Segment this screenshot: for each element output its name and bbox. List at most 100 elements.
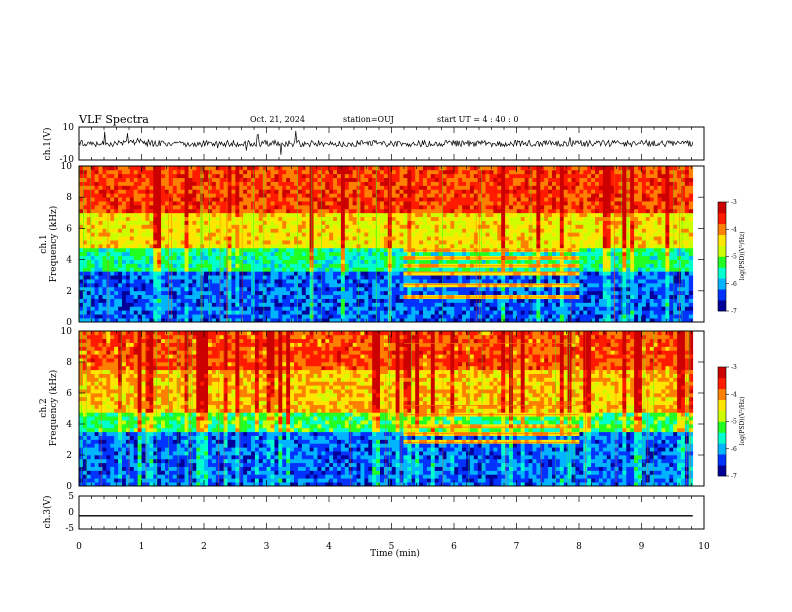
spectrogram-cell — [380, 298, 385, 303]
spectrogram-cell — [477, 173, 482, 179]
spectrogram-cell — [317, 197, 322, 202]
spectrogram-cell — [294, 318, 299, 323]
spectrogram-cell — [520, 244, 525, 249]
spectrogram-cell — [270, 298, 275, 303]
spectrogram-cell — [86, 224, 92, 229]
spectrogram-cell — [340, 205, 346, 210]
spectrogram-cell — [493, 166, 498, 171]
spectrogram-cell — [313, 216, 318, 221]
spectrogram-cell — [301, 283, 307, 288]
spectrogram-cell — [372, 169, 377, 175]
spectrogram-cell — [383, 240, 389, 245]
spectrogram-cell — [391, 244, 396, 249]
spectrogram-cell — [254, 275, 260, 280]
spectrogram-cell — [536, 306, 541, 311]
spectrogram-cell — [458, 220, 463, 225]
spectrogram-cell — [204, 193, 209, 198]
spectrogram-cell — [442, 251, 447, 257]
spectrogram-cell — [454, 205, 459, 210]
spectrogram-cell — [317, 259, 322, 264]
spectrogram-cell — [333, 294, 338, 299]
spectrogram-cell — [118, 283, 123, 288]
spectrogram-cell — [348, 220, 353, 225]
spectrogram-cell — [391, 236, 396, 241]
spectrogram-cell — [305, 240, 310, 245]
spectrogram-cell — [172, 205, 178, 210]
spectrogram-cell — [532, 197, 537, 202]
spectrogram-cell — [290, 255, 295, 260]
spectrogram-cell — [118, 236, 123, 241]
spectrogram-cell — [274, 310, 279, 315]
spectrogram-cell — [407, 298, 412, 303]
spectrogram-cell — [469, 181, 475, 186]
spectrogram-cell — [399, 224, 404, 229]
spectrogram-cell — [493, 212, 498, 218]
spectrogram-cell — [176, 236, 181, 241]
spectrogram-cell — [243, 283, 248, 288]
spectrogram-cell — [364, 236, 369, 241]
spectrogram-cell — [454, 251, 459, 257]
spectrogram-cell — [208, 181, 213, 186]
spectrogram-cell — [266, 290, 271, 296]
spectrogram-cell — [188, 267, 193, 272]
spectrogram-cell — [223, 283, 228, 288]
spectrogram-cell — [188, 208, 193, 214]
spectrogram-cell — [340, 279, 346, 284]
spectrogram-cell — [82, 275, 88, 280]
spectrogram-cell — [180, 244, 185, 249]
spectrogram-cell — [446, 228, 451, 233]
spectrogram-cell — [145, 306, 150, 311]
spectrogram-cell — [352, 271, 357, 276]
spectrogram-cell — [458, 275, 463, 280]
spectrogram-cell — [540, 240, 545, 245]
spectrogram-cell — [208, 169, 213, 175]
spectrogram-cell — [208, 255, 213, 260]
spectrogram-cell — [239, 263, 244, 268]
spectrogram-cell — [208, 247, 213, 253]
spectrogram-cell — [243, 189, 248, 194]
spectrogram-cell — [94, 244, 99, 249]
spectrogram-cell — [274, 236, 279, 241]
spectrogram-cell — [137, 263, 142, 268]
spectrogram-cell — [235, 189, 240, 194]
spectrogram-cell — [337, 166, 342, 171]
spectrogram-cell — [423, 228, 428, 233]
spectrogram-cell — [520, 181, 525, 186]
spectrogram-cell — [548, 275, 553, 280]
spectrogram-cell — [509, 298, 514, 303]
spectrogram-cell — [114, 294, 119, 299]
spectrogram-cell — [223, 169, 228, 175]
spectrogram-cell — [98, 216, 103, 221]
spectrogram-cell — [509, 314, 514, 319]
spectrogram-cell — [493, 201, 498, 206]
spectrogram-cell — [419, 208, 424, 214]
spectrogram-cell — [329, 228, 334, 233]
spectrogram-cell — [450, 193, 455, 198]
spectrogram-cell — [438, 181, 443, 186]
spectrogram-cell — [325, 286, 330, 292]
spectrogram-cell — [313, 212, 318, 218]
spectrogram-cell — [485, 283, 490, 288]
spectrogram-cell — [395, 251, 400, 257]
spectrogram-cell — [118, 166, 123, 171]
spectrogram-cell — [254, 251, 260, 257]
spectrogram-cell — [133, 302, 138, 307]
spectrogram-cell — [552, 208, 557, 214]
spectrogram-cell — [497, 302, 502, 307]
spectrogram-cell — [231, 310, 236, 315]
spectrogram-cell — [337, 247, 342, 253]
spectrogram-cell — [395, 290, 400, 296]
spectrogram-cell — [262, 279, 267, 284]
spectrogram-cell — [266, 228, 271, 233]
spectrogram-cell — [243, 263, 248, 268]
spectrogram-cell — [325, 232, 330, 237]
spectrogram-cell — [380, 232, 385, 237]
spectrogram-cell — [501, 189, 506, 194]
spectrogram-cell — [297, 255, 303, 260]
spectrogram-cell — [247, 185, 252, 190]
spectrogram-cell — [333, 318, 338, 323]
spectrogram-cell — [122, 236, 127, 241]
spectrogram-cell — [204, 228, 209, 233]
spectrogram-cell — [532, 302, 537, 307]
spectrogram-cell — [118, 318, 123, 323]
